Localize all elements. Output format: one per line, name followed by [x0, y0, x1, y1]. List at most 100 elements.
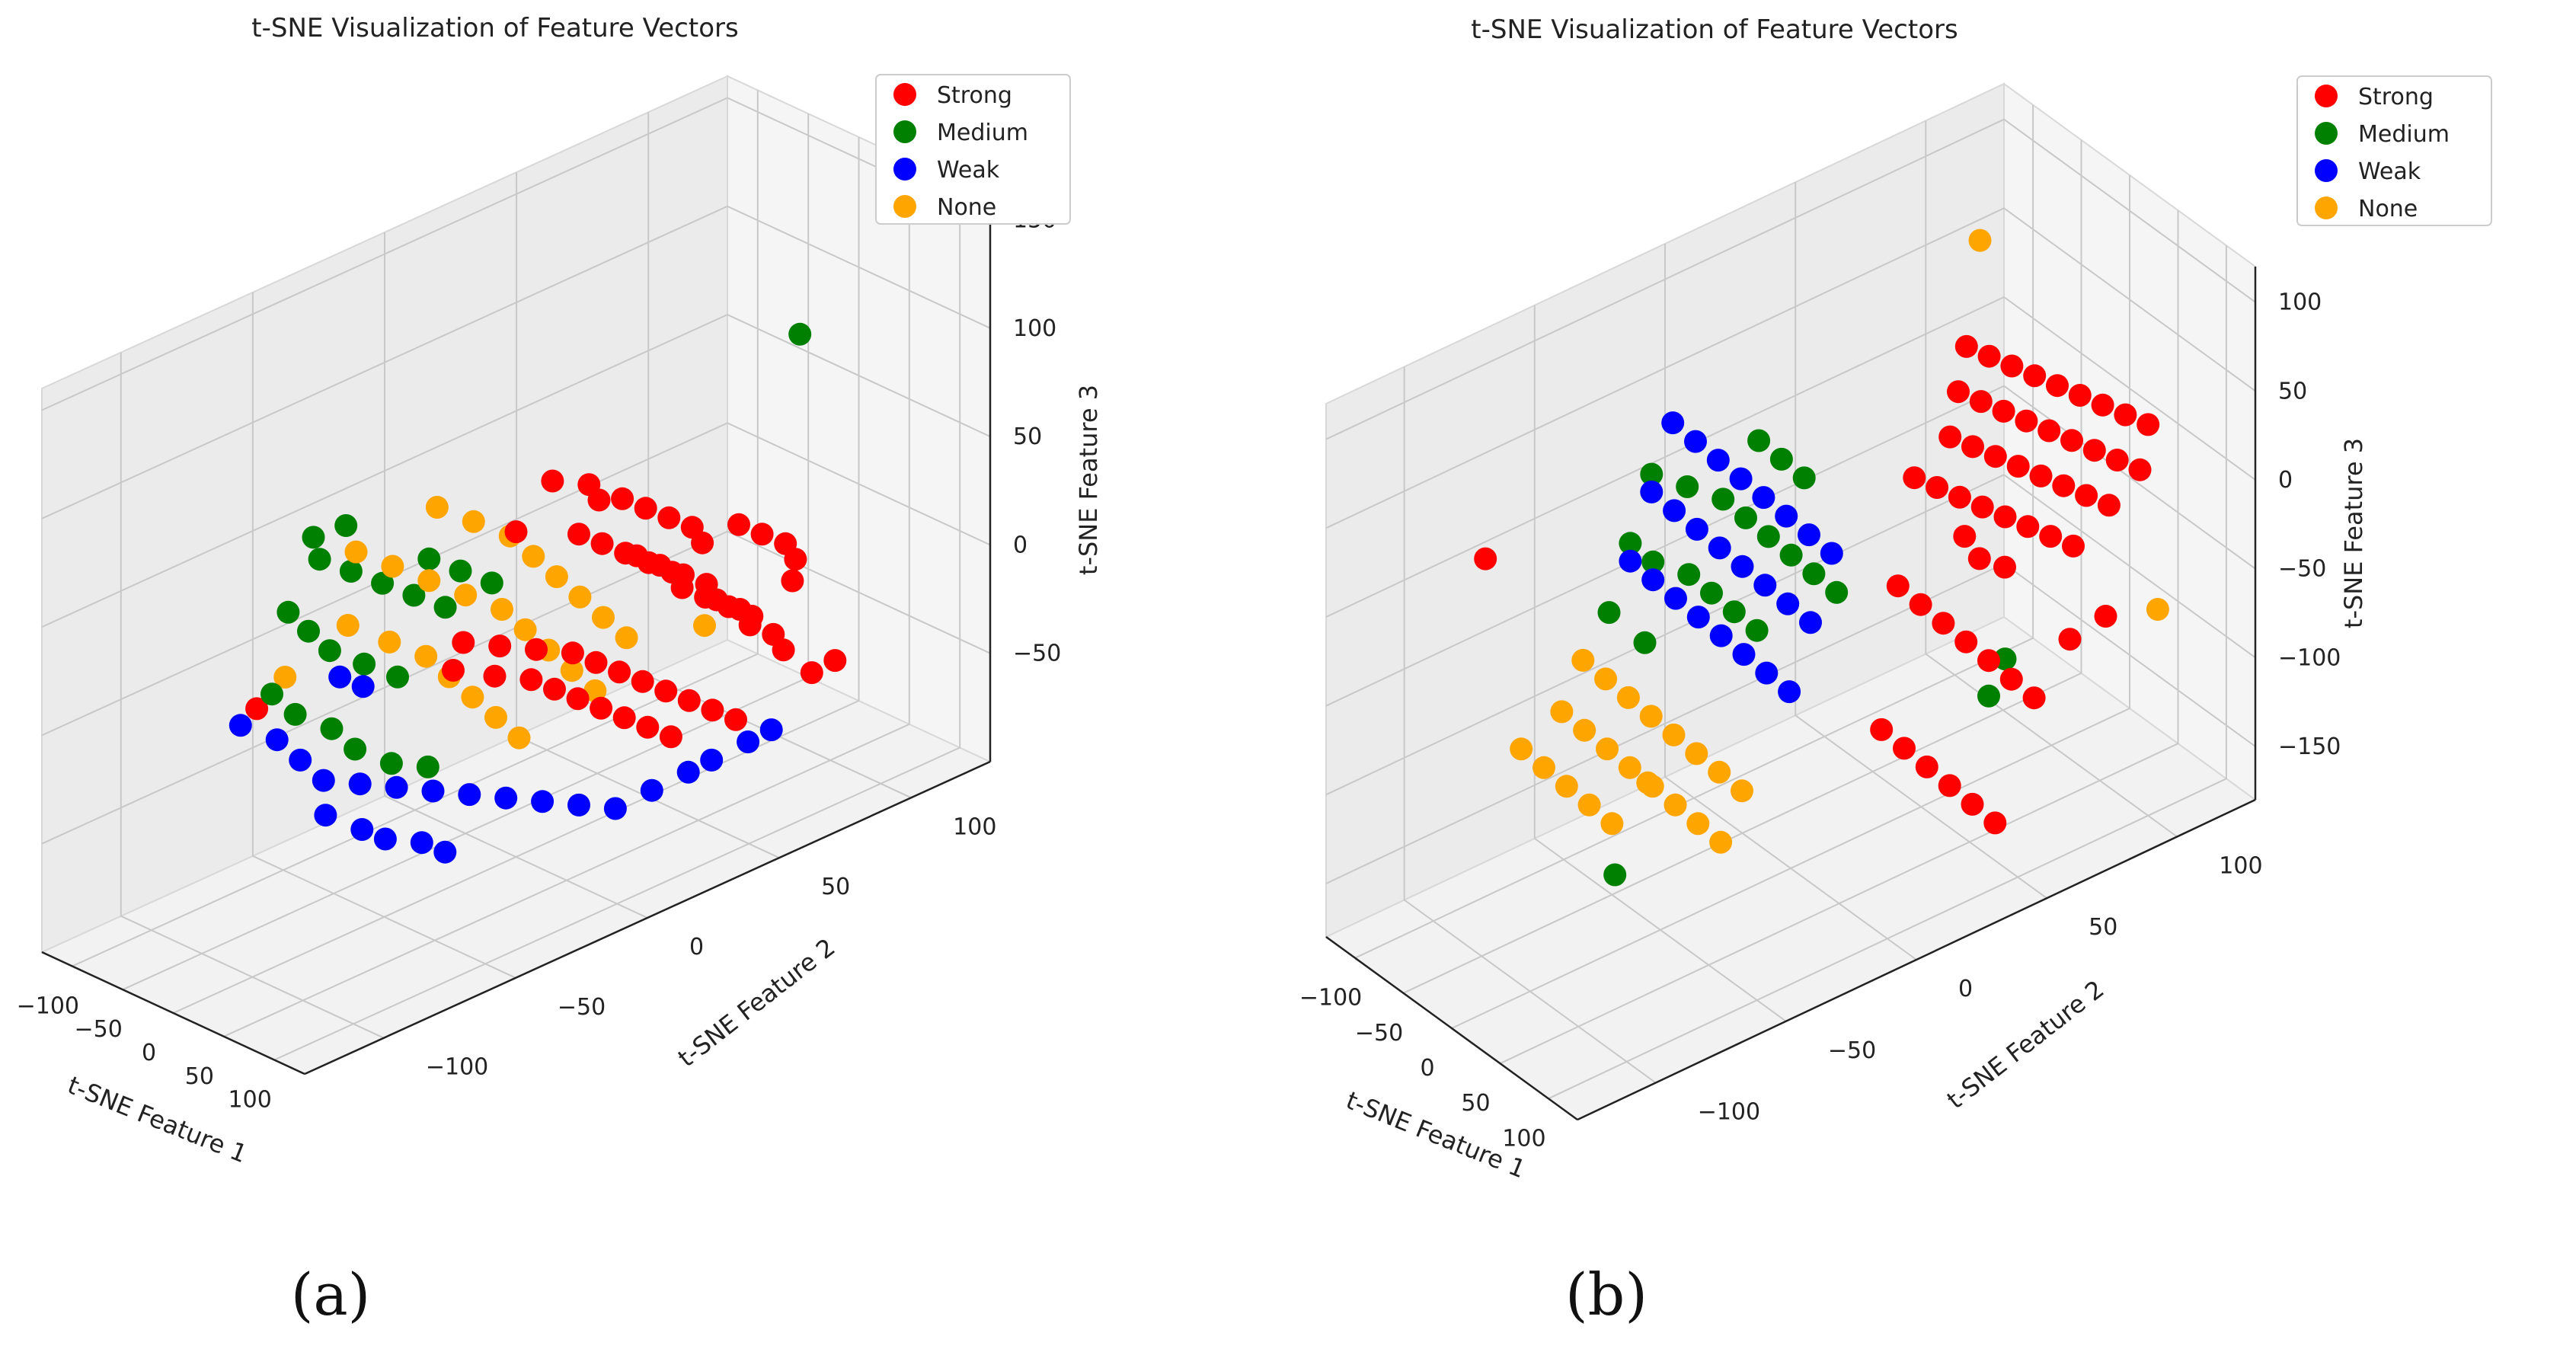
point-medium	[1769, 447, 1793, 471]
point-medium	[1977, 684, 2000, 708]
point-medium	[788, 322, 812, 346]
legend-marker-strong	[2315, 85, 2338, 107]
point-none	[462, 510, 485, 533]
point-strong	[1947, 380, 1970, 404]
scatter3d-chart-b: −100 −50 0 50 100 −100 −50 0 50 100 −150 −100 −50 0 50…	[1299, 14, 2492, 1184]
point-strong	[1953, 525, 1977, 548]
point-medium	[1756, 525, 1780, 548]
point-strong	[2022, 686, 2046, 710]
y-tick-label: −100	[426, 1054, 488, 1081]
point-none	[560, 659, 583, 682]
point-none	[1596, 737, 1619, 761]
point-strong	[1926, 476, 1949, 499]
point-none	[1664, 793, 1687, 817]
point-weak	[421, 779, 445, 803]
point-weak	[385, 775, 408, 799]
point-weak	[1619, 549, 1642, 573]
point-strong	[740, 605, 764, 628]
point-strong	[483, 664, 507, 688]
point-medium	[1792, 466, 1816, 490]
legend-marker-none	[2315, 197, 2338, 219]
point-strong	[525, 638, 548, 661]
point-medium	[353, 652, 376, 676]
point-medium	[308, 548, 331, 571]
point-none	[1685, 742, 1708, 765]
point-strong	[566, 687, 590, 711]
legend-box	[2296, 75, 2492, 226]
point-weak	[312, 769, 335, 792]
point-strong	[637, 551, 660, 574]
point-weak	[1661, 411, 1685, 435]
point-none	[1686, 812, 1710, 836]
point-weak	[350, 818, 374, 841]
point-weak	[458, 783, 481, 807]
point-strong	[2016, 515, 2040, 539]
point-strong	[2075, 484, 2098, 507]
point-none	[484, 705, 507, 729]
point-medium	[1993, 647, 2017, 671]
scatter3d-chart-a: −100−50050100−100−50050100−50050100150t-…	[17, 13, 1103, 1168]
z-tick-label: −50	[1013, 641, 1061, 667]
grid-line-y	[384, 232, 648, 919]
legend: Strong Medium Weak None	[2296, 75, 2492, 226]
point-strong	[541, 469, 564, 493]
grid-line-z	[1325, 385, 2256, 707]
grid-line-y	[1795, 182, 2047, 900]
y-tick-label: −50	[1828, 1037, 1876, 1064]
point-none	[1709, 830, 1733, 854]
x-axis-label: t-SNE Feature 1	[64, 1070, 251, 1168]
point-medium	[297, 619, 320, 643]
point-strong	[519, 668, 543, 692]
panel-b: −100 −50 0 50 100 −100 −50 0 50 100 −150 −100 −50 0 50…	[1288, 0, 2576, 1349]
point-strong	[1969, 390, 1993, 414]
x-axis-label: t-SNE Feature 1	[1342, 1085, 1529, 1184]
y-tick-label: 50	[2089, 914, 2117, 941]
point-weak	[1685, 517, 1708, 541]
point-strong	[724, 708, 747, 731]
point-weak	[351, 675, 375, 698]
point-weak	[603, 797, 627, 820]
point-none	[693, 614, 716, 638]
grid-line-z	[1325, 474, 2256, 796]
point-weak	[1708, 536, 1731, 560]
point-strong	[1870, 718, 1894, 741]
point-strong	[1954, 334, 1978, 358]
point-strong	[614, 542, 638, 565]
grid-line-y	[1403, 366, 1657, 1084]
point-medium	[417, 547, 441, 571]
point-none	[2146, 598, 2169, 621]
point-medium	[1597, 601, 1621, 625]
point-weak	[1775, 504, 1798, 528]
point-none	[1577, 793, 1601, 817]
point-none	[454, 583, 478, 607]
point-strong	[2091, 393, 2114, 417]
point-strong	[823, 649, 847, 673]
point-strong	[611, 487, 634, 510]
point-medium	[386, 665, 409, 689]
legend-label-strong: Strong	[937, 82, 1012, 109]
point-none	[1555, 775, 1578, 798]
point-strong	[670, 576, 694, 599]
point-none	[1731, 779, 1753, 803]
point-medium	[283, 702, 307, 726]
point-strong	[1983, 811, 2007, 835]
point-medium	[1745, 618, 1769, 642]
grid-line-x	[173, 137, 860, 1014]
y-axis-line	[304, 760, 991, 1076]
point-weak	[1641, 568, 1665, 592]
point-strong	[772, 638, 795, 662]
point-medium	[302, 526, 325, 549]
point-medium	[433, 596, 457, 619]
point-strong	[1961, 435, 1984, 459]
point-strong	[587, 488, 611, 512]
z-tick-label: 100	[1013, 315, 1056, 342]
point-strong	[1992, 399, 2015, 423]
y-axis-line	[1577, 798, 2256, 1121]
grid-line-y	[1925, 120, 2178, 838]
axis-lines	[1325, 267, 2257, 1121]
point-strong	[1983, 445, 2007, 468]
x-tick-label: 100	[229, 1087, 272, 1114]
panel-caption-a: (a)	[290, 1261, 371, 1328]
point-strong	[1938, 425, 1962, 449]
grid-line-x	[223, 160, 910, 1037]
